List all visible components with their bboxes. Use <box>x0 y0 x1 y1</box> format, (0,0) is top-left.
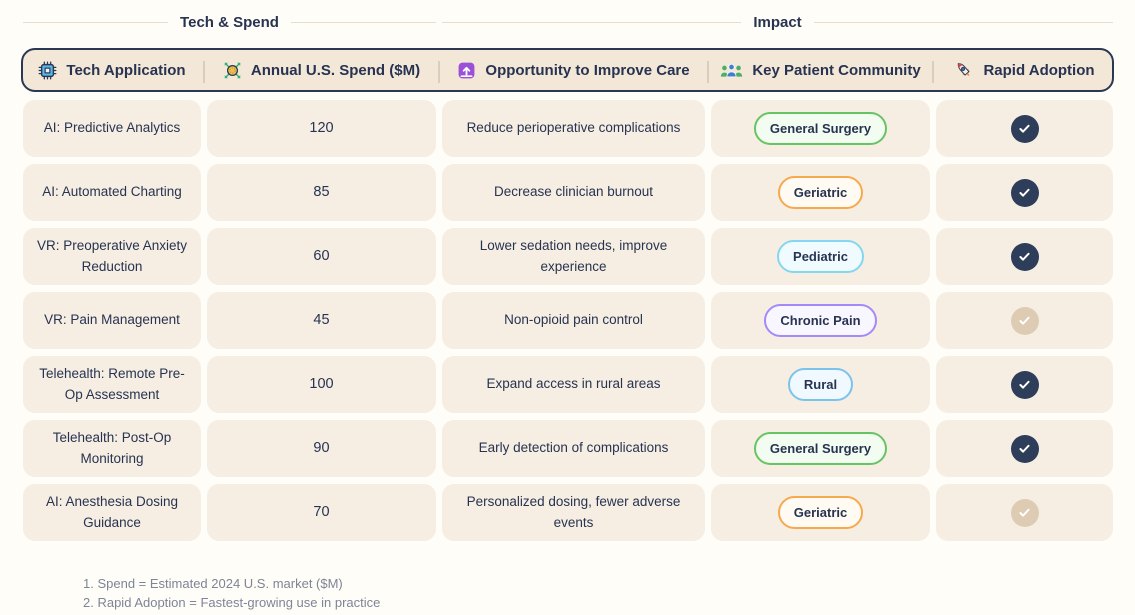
opportunity-cell: Early detection of complications <box>442 420 705 477</box>
divider-line <box>813 21 1114 23</box>
community-badge: General Surgery <box>753 431 888 466</box>
header-label: Tech Application <box>66 61 186 79</box>
community-badge: Chronic Pain <box>764 303 877 338</box>
divider-line <box>290 21 436 23</box>
header-annual-spend: Annual U.S. Spend ($M) <box>203 50 436 90</box>
rapid-adoption-cell <box>936 420 1113 477</box>
opportunity-cell: Non-opioid pain control <box>442 292 705 349</box>
group-impact: Impact <box>442 12 1114 32</box>
spend-cell: 70 <box>207 484 436 541</box>
tech-application-cell: VR: Pain Management <box>23 292 201 349</box>
group-label-impact: Impact <box>753 13 802 31</box>
footnote-spend: 1. Spend = Estimated 2024 U.S. market ($… <box>83 576 343 591</box>
check-icon <box>1010 242 1039 271</box>
table-row: Telehealth: Remote Pre-Op Assessment 100… <box>23 356 1113 413</box>
community-cell: Rural <box>711 356 930 413</box>
table-row: Telehealth: Post-Op Monitoring 90 Early … <box>23 420 1113 477</box>
spend-cell: 100 <box>207 356 436 413</box>
rapid-adoption-cell <box>936 356 1113 413</box>
opportunity-cell: Personalized dosing, fewer adverse event… <box>442 484 705 541</box>
spend-cell: 60 <box>207 228 436 285</box>
opportunity-cell: Reduce perioperative complications <box>442 100 705 157</box>
table-row: AI: Predictive Analytics 120 Reduce peri… <box>23 100 1113 157</box>
divider-line <box>442 21 742 23</box>
header-patient-community: Key Patient Community <box>707 50 930 90</box>
check-icon <box>1010 498 1039 527</box>
people-group-icon <box>720 63 743 78</box>
community-cell: General Surgery <box>711 100 930 157</box>
check-icon <box>1010 434 1039 463</box>
check-icon <box>1010 370 1039 399</box>
table-header: Tech Application Annu <box>21 48 1114 92</box>
header-label: Annual U.S. Spend ($M) <box>250 61 421 79</box>
tech-application-cell: AI: Anesthesia Dosing Guidance <box>23 484 201 541</box>
tech-application-cell: Telehealth: Remote Pre-Op Assessment <box>23 356 201 413</box>
coin-expand-icon <box>223 61 242 80</box>
community-badge: General Surgery <box>753 111 888 146</box>
column-group-header: Tech & Spend Impact <box>23 12 1114 32</box>
community-cell: Pediatric <box>711 228 930 285</box>
footnotes: 1. Spend = Estimated 2024 U.S. market ($… <box>83 575 1112 613</box>
community-badge: Rural <box>787 367 854 402</box>
opportunity-cell: Decrease clinician burnout <box>442 164 705 221</box>
spend-cell: 90 <box>207 420 436 477</box>
check-icon <box>1010 114 1039 143</box>
opportunity-cell: Lower sedation needs, improve experience <box>442 228 705 285</box>
divider-line <box>23 21 169 23</box>
check-icon <box>1010 178 1039 207</box>
table-row: AI: Automated Charting 85 Decrease clini… <box>23 164 1113 221</box>
table-row: VR: Pain Management 45 Non-opioid pain c… <box>23 292 1113 349</box>
community-badge: Pediatric <box>777 239 864 274</box>
spend-cell: 45 <box>207 292 436 349</box>
book-up-arrow-icon <box>457 61 476 80</box>
rapid-adoption-cell <box>936 228 1113 285</box>
tech-application-cell: AI: Automated Charting <box>23 164 201 221</box>
table-body: AI: Predictive Analytics 120 Reduce peri… <box>23 100 1113 541</box>
tech-application-cell: VR: Preoperative Anxiety Reduction <box>23 228 201 285</box>
group-tech-and-spend: Tech & Spend <box>23 12 436 32</box>
header-label: Opportunity to Improve Care <box>485 61 690 79</box>
header-label: Rapid Adoption <box>983 61 1095 79</box>
rapid-adoption-cell <box>936 100 1113 157</box>
group-label-tech-spend: Tech & Spend <box>180 13 279 31</box>
spend-cell: 120 <box>207 100 436 157</box>
header-tech-application: Tech Application <box>23 50 201 90</box>
table-row: AI: Anesthesia Dosing Guidance 70 Person… <box>23 484 1113 541</box>
community-cell: General Surgery <box>711 420 930 477</box>
header-opportunity: Opportunity to Improve Care <box>438 50 705 90</box>
opportunity-cell: Expand access in rural areas <box>442 356 705 413</box>
tech-application-cell: AI: Predictive Analytics <box>23 100 201 157</box>
rocket-icon <box>954 60 974 80</box>
rapid-adoption-cell <box>936 164 1113 221</box>
check-icon <box>1010 306 1039 335</box>
footnote-rapid-adoption: 2. Rapid Adoption = Fastest-growing use … <box>83 594 381 610</box>
community-cell: Chronic Pain <box>711 292 930 349</box>
table-row: VR: Preoperative Anxiety Reduction 60 Lo… <box>23 228 1113 285</box>
tech-application-cell: Telehealth: Post-Op Monitoring <box>23 420 201 477</box>
rapid-adoption-cell <box>936 292 1113 349</box>
rapid-adoption-cell <box>936 484 1113 541</box>
spend-cell: 85 <box>207 164 436 221</box>
chip-icon <box>38 61 57 80</box>
community-cell: Geriatric <box>711 484 930 541</box>
community-badge: Geriatric <box>777 495 864 530</box>
header-label: Key Patient Community <box>752 61 921 79</box>
header-rapid-adoption: Rapid Adoption <box>932 50 1113 90</box>
community-cell: Geriatric <box>711 164 930 221</box>
community-badge: Geriatric <box>777 175 864 210</box>
